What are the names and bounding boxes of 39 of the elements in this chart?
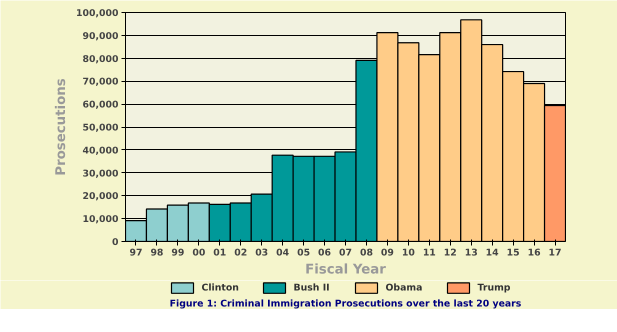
x-tick-label: 09 xyxy=(380,248,394,258)
x-tick-label: 07 xyxy=(339,248,352,258)
x-tick-label: 10 xyxy=(402,248,416,258)
x-tick-label: 99 xyxy=(171,248,184,258)
x-tick-label: 15 xyxy=(506,248,520,258)
y-tick-label: 40,000 xyxy=(82,145,120,156)
y-tick-label: 50,000 xyxy=(82,122,120,134)
x-tick-label: 13 xyxy=(464,248,478,258)
x-tick-label: 02 xyxy=(234,248,248,258)
x-tick-label: 05 xyxy=(297,248,310,258)
x-tick-label: 03 xyxy=(255,248,268,258)
x-axis-title: Fiscal Year xyxy=(305,262,386,278)
y-tick-label: 0 xyxy=(112,237,120,248)
y-tick-label: 30,000 xyxy=(82,168,120,180)
legend-label: Obama xyxy=(386,282,422,294)
x-tick-label: 16 xyxy=(528,248,541,258)
legend-label: Bush II xyxy=(294,282,330,294)
y-axis-title: Prosecutions xyxy=(54,78,70,176)
y-tick-label: 20,000 xyxy=(82,191,120,202)
x-tick-label: 97 xyxy=(129,248,142,258)
y-tick-label: 70,000 xyxy=(82,76,120,88)
x-tick-label: 06 xyxy=(318,248,332,258)
x-tick-label: 98 xyxy=(150,248,164,258)
x-tick-label: 11 xyxy=(422,248,436,258)
x-tick-label: 01 xyxy=(213,248,226,258)
text: Figure 1: Criminal Immigration Prosecutions over the last 20 years xyxy=(170,298,522,310)
legend-label: Trump xyxy=(478,282,511,294)
legend-label: Clinton xyxy=(202,282,239,294)
x-tick-label: 04 xyxy=(276,248,290,258)
x-tick-label: 12 xyxy=(444,248,457,258)
y-tick-label: 80,000 xyxy=(82,54,120,65)
y-tick-label: 60,000 xyxy=(82,100,120,111)
x-tick-label: 14 xyxy=(486,248,500,258)
y-tick-label: 90,000 xyxy=(82,30,120,42)
y-tick-label: 10,000 xyxy=(82,214,120,226)
x-tick-label: 17 xyxy=(548,248,562,258)
x-tick-label: 08 xyxy=(360,248,373,258)
y-tick-label: 100,000 xyxy=(76,8,120,19)
x-tick-label: 00 xyxy=(192,248,206,258)
